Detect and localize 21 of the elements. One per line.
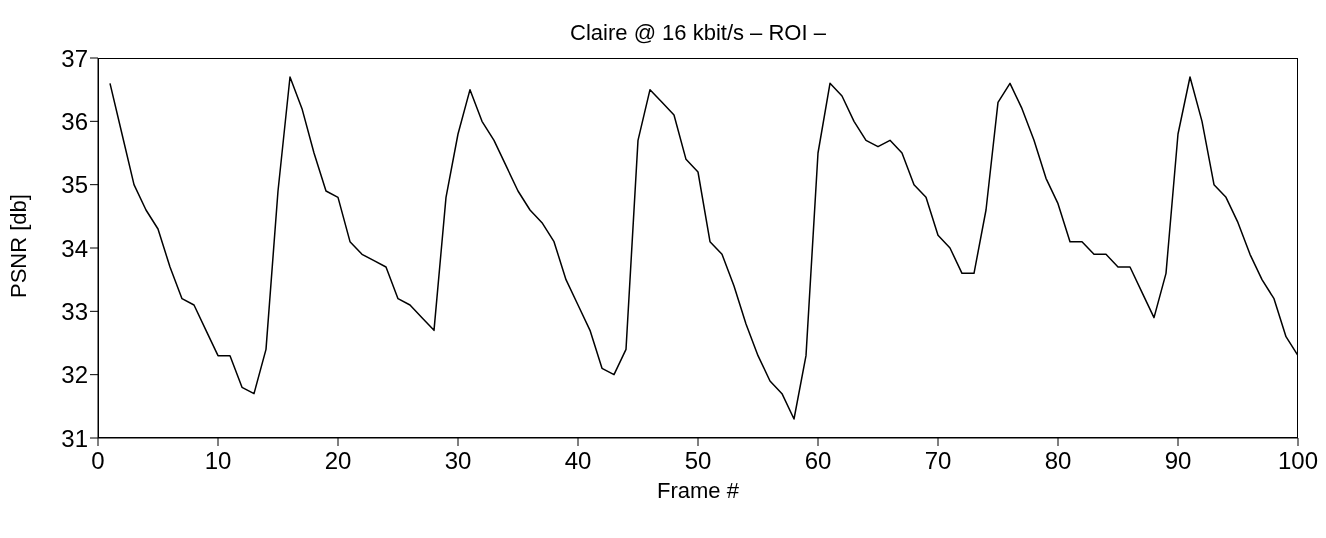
x-tick-label: 20	[324, 447, 352, 475]
x-tick-label: 30	[444, 447, 472, 475]
x-tick-label: 40	[564, 447, 592, 475]
x-tick-label: 80	[1044, 447, 1072, 475]
y-tick-label: 35	[61, 171, 88, 199]
x-tick-label: 60	[804, 447, 832, 475]
x-tick-label: 0	[91, 447, 105, 475]
y-axis-title: PSNR [db]	[5, 194, 31, 298]
y-tick-label: 34	[61, 234, 88, 262]
y-tick-label: 36	[61, 107, 88, 135]
x-axis-title: Frame #	[657, 478, 740, 503]
y-tick-label: 31	[61, 424, 88, 452]
chart-title: Claire @ 16 kbit/s – ROI –	[569, 20, 827, 46]
y-tick-label: 33	[61, 297, 88, 325]
x-tick-label: 90	[1164, 447, 1192, 475]
x-tick-label: 100	[1277, 447, 1319, 475]
y-tick-label: 32	[61, 361, 88, 389]
x-tick-label: 70	[924, 447, 952, 475]
x-tick-label: 50	[684, 447, 712, 475]
x-tick-label: 10	[204, 447, 232, 475]
y-tick-label: 37	[61, 44, 88, 72]
